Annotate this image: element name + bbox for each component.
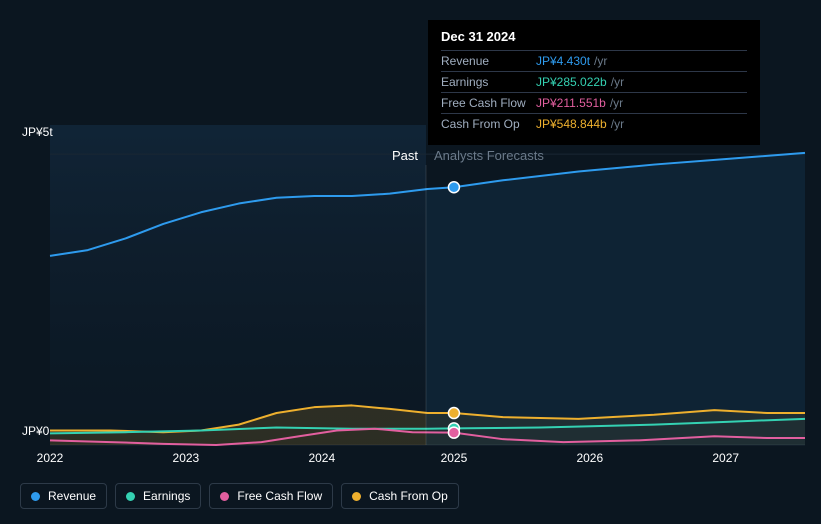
tooltip-title: Dec 31 2024 bbox=[441, 29, 747, 50]
forecast-label: Analysts Forecasts bbox=[434, 148, 544, 163]
tooltip-row: EarningsJP¥285.022b/yr bbox=[441, 71, 747, 92]
legend-dot-icon bbox=[352, 492, 361, 501]
chart-legend: Revenue Earnings Free Cash Flow Cash From O… bbox=[20, 483, 459, 509]
chart-tooltip: Dec 31 2024 RevenueJP¥4.430t/yrEarningsJ… bbox=[428, 20, 760, 145]
x-tick: 2024 bbox=[308, 451, 335, 465]
y-tick-max: JP¥5t bbox=[22, 125, 53, 139]
x-tick: 2023 bbox=[173, 451, 200, 465]
tooltip-row: Cash From OpJP¥548.844b/yr bbox=[441, 113, 747, 134]
tooltip-row-value: JP¥4.430t bbox=[536, 54, 590, 68]
legend-item-fcf[interactable]: Free Cash Flow bbox=[209, 483, 333, 509]
tooltip-row-suffix: /yr bbox=[610, 96, 623, 110]
legend-item-earnings[interactable]: Earnings bbox=[115, 483, 201, 509]
legend-item-label: Cash From Op bbox=[369, 489, 448, 503]
legend-item-label: Revenue bbox=[48, 489, 96, 503]
tooltip-row-label: Earnings bbox=[441, 75, 536, 89]
x-tick: 2022 bbox=[37, 451, 64, 465]
tooltip-row: Free Cash FlowJP¥211.551b/yr bbox=[441, 92, 747, 113]
tooltip-row-value: JP¥548.844b bbox=[536, 117, 607, 131]
tooltip-row-suffix: /yr bbox=[611, 117, 624, 131]
legend-dot-icon bbox=[220, 492, 229, 501]
legend-item-label: Earnings bbox=[143, 489, 190, 503]
x-tick: 2025 bbox=[441, 451, 468, 465]
legend-dot-icon bbox=[126, 492, 135, 501]
legend-item-label: Free Cash Flow bbox=[237, 489, 322, 503]
y-tick-zero: JP¥0 bbox=[22, 424, 49, 438]
tooltip-row-suffix: /yr bbox=[594, 54, 607, 68]
past-label: Past bbox=[392, 148, 418, 163]
tooltip-row-value: JP¥285.022b bbox=[536, 75, 607, 89]
tooltip-row-label: Revenue bbox=[441, 54, 536, 68]
tooltip-row-suffix: /yr bbox=[611, 75, 624, 89]
legend-item-cash_from_op[interactable]: Cash From Op bbox=[341, 483, 459, 509]
legend-item-revenue[interactable]: Revenue bbox=[20, 483, 107, 509]
legend-dot-icon bbox=[31, 492, 40, 501]
financials-chart: JP¥5t JP¥0 2022 2023 2024 2025 2026 2027 Past… bbox=[0, 0, 821, 524]
tooltip-row-value: JP¥211.551b bbox=[536, 96, 606, 110]
tooltip-row: RevenueJP¥4.430t/yr bbox=[441, 50, 747, 71]
tooltip-row-label: Cash From Op bbox=[441, 117, 536, 131]
x-tick: 2026 bbox=[576, 451, 603, 465]
x-tick: 2027 bbox=[712, 451, 739, 465]
tooltip-row-label: Free Cash Flow bbox=[441, 96, 536, 110]
